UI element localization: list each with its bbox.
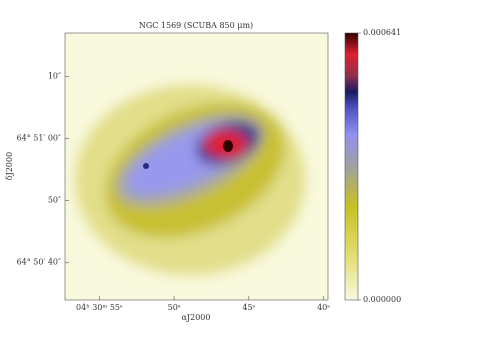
y-tick-label: 64° 50′ 40″ — [17, 258, 61, 267]
colorbar-tick-label: 0.000000 — [363, 295, 401, 304]
chart-title: NGC 1569 (SCUBA 850 μm) — [139, 21, 253, 30]
colorbar-tick-label: 0.000641 — [363, 28, 401, 37]
y-tick-label: 50″ — [48, 196, 61, 205]
x-tick-label: 45ˢ — [242, 303, 255, 312]
x-tick-label: 04ʰ 30ᵐ 55ˢ — [76, 303, 123, 312]
y-axis-label: δJ2000 — [5, 152, 14, 180]
colorbar — [344, 32, 359, 301]
y-tick-label: 64° 51′ 00″ — [17, 134, 61, 143]
x-tick-label: 40ˢ — [317, 303, 330, 312]
sky-image — [65, 33, 328, 300]
plot-frame — [64, 32, 329, 301]
x-axis-label: αJ2000 — [182, 313, 211, 322]
x-tick-label: 50ˢ — [168, 303, 181, 312]
y-tick-label: 10″ — [48, 71, 61, 80]
